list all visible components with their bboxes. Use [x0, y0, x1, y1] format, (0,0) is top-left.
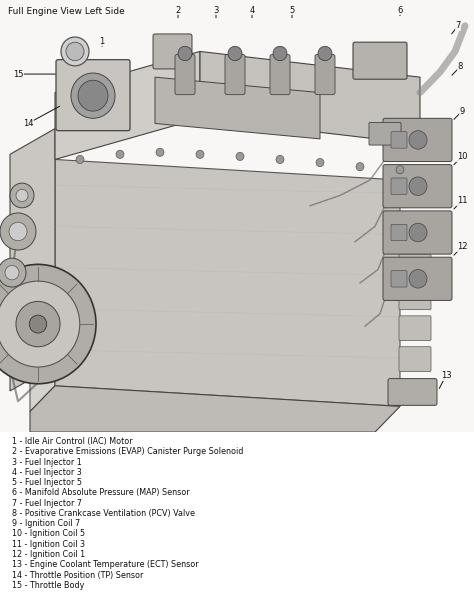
Circle shape: [0, 258, 26, 287]
Polygon shape: [55, 51, 200, 160]
FancyBboxPatch shape: [153, 34, 192, 69]
FancyBboxPatch shape: [383, 257, 452, 300]
Circle shape: [10, 183, 34, 208]
FancyBboxPatch shape: [353, 42, 407, 79]
Text: 2 - Evaporative Emissions (EVAP) Canister Purge Solenoid: 2 - Evaporative Emissions (EVAP) Caniste…: [12, 447, 243, 457]
Text: 14 - Throttle Position (TP) Sensor: 14 - Throttle Position (TP) Sensor: [12, 570, 143, 579]
Text: 3: 3: [213, 6, 219, 15]
Text: 15: 15: [13, 70, 23, 79]
FancyBboxPatch shape: [388, 378, 437, 405]
Text: 11: 11: [457, 196, 467, 205]
FancyBboxPatch shape: [399, 347, 431, 371]
FancyBboxPatch shape: [369, 122, 401, 145]
Circle shape: [396, 166, 404, 174]
Text: 11 - Ignition Coil 3: 11 - Ignition Coil 3: [12, 540, 85, 549]
Circle shape: [318, 46, 332, 61]
Circle shape: [66, 42, 84, 61]
Circle shape: [116, 150, 124, 159]
Circle shape: [409, 131, 427, 149]
Circle shape: [316, 159, 324, 167]
Circle shape: [71, 73, 115, 119]
Text: 7: 7: [456, 21, 461, 30]
Text: 1: 1: [100, 36, 105, 46]
Circle shape: [16, 190, 28, 201]
Polygon shape: [55, 160, 400, 406]
Text: 14: 14: [23, 119, 33, 128]
FancyBboxPatch shape: [391, 132, 407, 148]
FancyBboxPatch shape: [270, 54, 290, 95]
Circle shape: [78, 80, 108, 111]
Text: 12 - Ignition Coil 1: 12 - Ignition Coil 1: [12, 550, 85, 559]
Text: 5: 5: [289, 6, 295, 15]
Polygon shape: [155, 77, 320, 139]
Text: 5 - Fuel Injector 5: 5 - Fuel Injector 5: [12, 478, 82, 487]
FancyBboxPatch shape: [399, 285, 431, 310]
Text: 7 - Fuel Injector 7: 7 - Fuel Injector 7: [12, 499, 82, 508]
Text: 10 - Ignition Coil 5: 10 - Ignition Coil 5: [12, 529, 85, 538]
Circle shape: [196, 150, 204, 159]
FancyBboxPatch shape: [399, 316, 431, 340]
FancyBboxPatch shape: [175, 54, 195, 95]
Circle shape: [76, 156, 84, 163]
Text: 4 - Fuel Injector 3: 4 - Fuel Injector 3: [12, 468, 82, 477]
Text: 6: 6: [397, 6, 403, 15]
Circle shape: [9, 222, 27, 241]
FancyBboxPatch shape: [391, 224, 407, 241]
Circle shape: [29, 315, 47, 333]
Circle shape: [409, 269, 427, 288]
Text: 13: 13: [441, 371, 451, 380]
Text: 1 - Idle Air Control (IAC) Motor: 1 - Idle Air Control (IAC) Motor: [12, 437, 132, 446]
Polygon shape: [10, 129, 55, 391]
Text: Full Engine View Left Side: Full Engine View Left Side: [8, 7, 125, 16]
Circle shape: [409, 224, 427, 242]
Polygon shape: [200, 51, 420, 144]
Circle shape: [236, 152, 244, 160]
FancyBboxPatch shape: [391, 178, 407, 194]
Circle shape: [0, 213, 36, 250]
FancyBboxPatch shape: [399, 254, 431, 279]
Circle shape: [0, 281, 80, 367]
Circle shape: [356, 163, 364, 171]
Circle shape: [228, 46, 242, 61]
Polygon shape: [30, 160, 55, 411]
FancyBboxPatch shape: [315, 54, 335, 95]
FancyBboxPatch shape: [383, 119, 452, 162]
Text: 10: 10: [457, 152, 467, 161]
Text: 12: 12: [457, 243, 467, 252]
Circle shape: [61, 37, 89, 66]
Circle shape: [409, 177, 427, 195]
Text: 13 - Engine Coolant Temperature (ECT) Sensor: 13 - Engine Coolant Temperature (ECT) Se…: [12, 560, 199, 569]
Text: 8 - Positive Crankcase Ventilation (PCV) Valve: 8 - Positive Crankcase Ventilation (PCV)…: [12, 509, 195, 518]
FancyBboxPatch shape: [56, 60, 130, 131]
FancyBboxPatch shape: [383, 211, 452, 254]
FancyBboxPatch shape: [391, 271, 407, 287]
FancyBboxPatch shape: [225, 54, 245, 95]
Circle shape: [0, 265, 96, 384]
FancyBboxPatch shape: [383, 164, 452, 208]
Text: 2: 2: [175, 6, 181, 15]
Polygon shape: [30, 386, 400, 432]
FancyBboxPatch shape: [399, 224, 431, 248]
Circle shape: [156, 148, 164, 156]
Circle shape: [178, 46, 192, 61]
Circle shape: [16, 302, 60, 347]
Text: 6 - Manifold Absolute Pressure (MAP) Sensor: 6 - Manifold Absolute Pressure (MAP) Sen…: [12, 488, 190, 498]
Text: 15 - Throttle Body: 15 - Throttle Body: [12, 581, 84, 590]
Text: 4: 4: [249, 6, 255, 15]
Text: 3 - Fuel Injector 1: 3 - Fuel Injector 1: [12, 458, 82, 467]
Text: 9 - Ignition Coil 7: 9 - Ignition Coil 7: [12, 519, 80, 528]
Text: 9: 9: [459, 107, 465, 116]
Circle shape: [5, 265, 19, 280]
Text: 8: 8: [457, 63, 463, 72]
Circle shape: [273, 46, 287, 61]
Circle shape: [276, 156, 284, 163]
